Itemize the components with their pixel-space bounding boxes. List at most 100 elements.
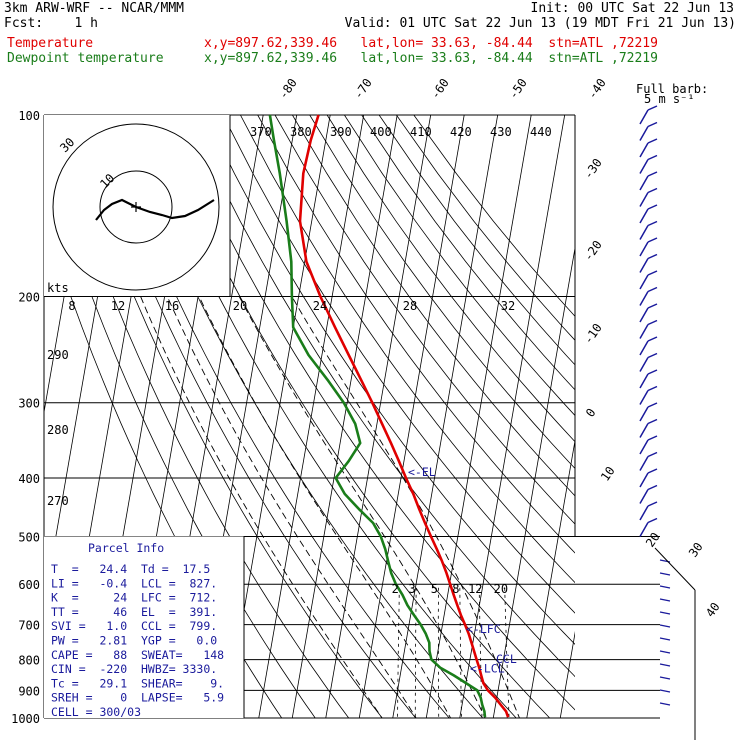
wind-barb: [647, 171, 658, 177]
wind-barb: [647, 105, 658, 111]
wind-barb: [639, 373, 649, 389]
model-title: 3km ARW-WRF -- NCAR/MMM: [4, 1, 185, 16]
theta-label: 380: [290, 125, 312, 139]
isotherm-label: 40: [703, 600, 723, 620]
hodograph-speed-label: 16: [165, 299, 179, 313]
isotherm-label: -20: [581, 238, 605, 264]
wind-barb: [647, 303, 658, 309]
mixing-ratio-label: 2: [392, 582, 399, 596]
isotherm-label: 30: [686, 540, 706, 560]
dry-adiabat: [222, 115, 575, 614]
wind-barb: [647, 253, 658, 260]
wind-barb: [647, 121, 658, 128]
wind-barb: [639, 225, 649, 240]
dry-adiabat: [135, 115, 517, 718]
wind-barb: [639, 159, 649, 174]
hodograph-speed-label: 24: [313, 299, 327, 313]
moist-adiabat: [198, 296, 452, 718]
dry-adiabat: [153, 115, 551, 718]
wind-barb: [647, 468, 658, 474]
isotherm-label: -80: [276, 76, 300, 102]
theta-label: 290: [47, 348, 69, 362]
wind-barb: [647, 385, 658, 392]
dry-adiabat: [101, 115, 450, 718]
isotherm-line: [392, 115, 499, 718]
wind-barb: [639, 390, 649, 405]
dry-adiabat: [378, 115, 575, 366]
wind-barb: [647, 501, 658, 507]
parcel-info-row: LI = -0.4 LCL = 827.: [51, 576, 217, 590]
wind-barb: [647, 369, 658, 375]
wind-barb: [647, 352, 658, 359]
isotherm-label: -40: [585, 76, 609, 102]
isotherm-line: [258, 115, 365, 718]
barb-column-edge: [654, 547, 696, 591]
pressure-tick-label: 200: [18, 291, 40, 305]
isotherm-line: [358, 115, 465, 718]
theta-label: 270: [47, 494, 69, 508]
moist-adiabat: [291, 296, 520, 718]
wind-barb: [647, 154, 658, 161]
isotherm-label: 20: [643, 530, 663, 550]
level-annotation: <-EL: [408, 465, 436, 479]
parcel-info-row: CELL = 300/03: [51, 705, 141, 719]
dry-adiabat: [257, 115, 575, 554]
wind-barb: [639, 175, 649, 191]
dry-adiabat: [292, 115, 575, 497]
isotherm-line: [425, 115, 532, 718]
pressure-tick-label: 800: [18, 654, 40, 668]
hodograph-ring: [52, 123, 220, 291]
mixing-ratio-label: 12: [468, 582, 482, 596]
parcel-info-row: SVI = 1.0 CCL = 799.: [51, 619, 217, 633]
wind-barb: [659, 572, 671, 576]
dry-adiabat: [240, 115, 575, 584]
wind-barb: [639, 423, 649, 438]
moist-adiabat: [140, 296, 383, 718]
wind-barb: [647, 286, 658, 293]
parcel-info-row: K = 24 LFC = 712.: [51, 591, 217, 605]
parcel-info-row: PW = 2.81 YGP = 0.0: [51, 634, 217, 648]
pressure-tick-label: 100: [18, 109, 40, 123]
wind-barb-legend-label: Full barb:: [636, 82, 708, 96]
parcel-info-row: TT = 46 EL = 391.: [51, 605, 217, 619]
wind-barb: [639, 472, 649, 488]
parcel-info-title: Parcel Info: [88, 541, 164, 555]
wind-barb: [647, 451, 658, 458]
pressure-tick-label: 700: [18, 619, 40, 633]
level-annotation: CCL: [496, 652, 517, 666]
wind-barb: [647, 484, 658, 491]
pressure-tick-label: 400: [18, 472, 40, 486]
theta-label: 370: [250, 125, 272, 139]
theta-label: 390: [330, 125, 352, 139]
wind-barb: [659, 624, 671, 628]
parcel-info-panel: [44, 536, 244, 718]
wind-barb: [647, 220, 658, 227]
moist-adiabat: [166, 296, 417, 718]
theta-label: 420: [450, 125, 472, 139]
wind-barb: [659, 637, 671, 641]
dry-adiabat: [49, 115, 350, 718]
wind-barb: [639, 357, 649, 372]
wind-barb: [639, 291, 649, 306]
level-annotation: <-LCL: [470, 661, 505, 675]
level-annotation: <-LFC: [466, 622, 501, 636]
wind-barb: [659, 598, 671, 602]
hodograph-speed-label: 28: [403, 299, 417, 313]
wind-barb: [639, 456, 649, 471]
wind-barb: [639, 126, 649, 141]
pressure-tick-label: 1000: [11, 712, 40, 726]
wind-barb: [647, 187, 658, 194]
forecast-hour: Fcst: 1 h: [4, 16, 98, 31]
dry-adiabat: [309, 115, 575, 470]
temperature-legend-label: Temperature: [7, 36, 94, 51]
wind-barb: [639, 241, 649, 257]
hodograph-unit-label: kts: [47, 281, 69, 295]
wind-barb: [647, 319, 658, 326]
hodograph-speed-label: 12: [111, 299, 125, 313]
init-time: Init: 00 UTC Sat 22 Jun 13: [530, 1, 735, 16]
wind-barb: [647, 435, 658, 441]
wind-barb: [659, 689, 671, 693]
theta-label: 430: [490, 125, 512, 139]
wind-barb: [639, 307, 649, 323]
dry-adiabat: [118, 115, 484, 718]
